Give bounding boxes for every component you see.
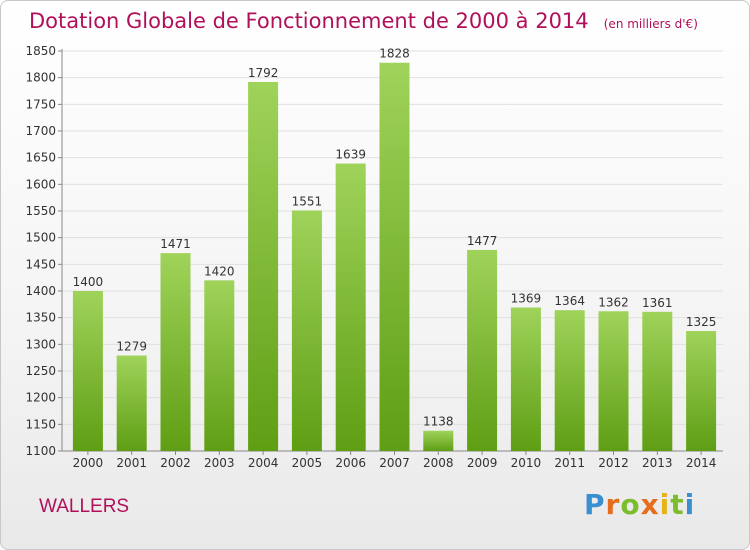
bars (72, 62, 717, 452)
data-label-2003: 1420 (204, 264, 235, 278)
y-tick-label: 1300 (25, 337, 56, 351)
bar-2001 (116, 355, 147, 451)
bar-2008 (423, 430, 454, 451)
y-tick-label: 1750 (25, 97, 56, 111)
y-tick-label: 1350 (25, 311, 56, 325)
bar-2005 (291, 210, 322, 451)
x-tick-label-2001: 2001 (116, 456, 147, 470)
bar-2014 (686, 331, 717, 451)
x-tick-label-2003: 2003 (204, 456, 235, 470)
chart-unit: (en milliers d'€) (603, 17, 698, 31)
x-tick-label-2009: 2009 (467, 456, 498, 470)
x-tick-label-2008: 2008 (423, 456, 454, 470)
y-tick-label: 1700 (25, 124, 56, 138)
x-tick-label-2010: 2010 (511, 456, 542, 470)
data-label-2007: 1828 (379, 47, 410, 61)
bar-2010 (510, 307, 541, 451)
data-label-2009: 1477 (467, 234, 498, 248)
data-label-2005: 1551 (292, 194, 323, 208)
chart-title: Dotation Globale de Fonctionnement de 20… (29, 9, 589, 33)
data-label-2008: 1138 (423, 415, 454, 429)
y-tick-label: 1800 (25, 71, 56, 85)
x-tick-label-2006: 2006 (335, 456, 366, 470)
bar-2004 (248, 81, 279, 451)
y-tick-label: 1850 (25, 44, 56, 58)
x-tick-label-2005: 2005 (292, 456, 323, 470)
data-label-2013: 1361 (642, 296, 673, 310)
city-name: WALLERS (39, 496, 130, 517)
chart-title-block: Dotation Globale de Fonctionnement de 20… (29, 9, 698, 33)
data-label-2000: 1400 (73, 275, 104, 289)
x-tick-label-2011: 2011 (554, 456, 585, 470)
bar-2011 (554, 310, 585, 451)
data-label-2001: 1279 (116, 340, 147, 354)
data-label-2006: 1639 (335, 148, 366, 162)
y-tick-label: 1650 (25, 151, 56, 165)
y-tick-label: 1150 (25, 417, 56, 431)
data-label-2004: 1792 (248, 66, 279, 80)
y-tick-label: 1450 (25, 257, 56, 271)
y-tick-label: 1500 (25, 231, 56, 245)
bar-2013 (642, 311, 673, 451)
data-label-2012: 1362 (598, 295, 629, 309)
labels: 1100 1150 1200 1250 1300 1350 1400 1450 1500 1550… (25, 44, 716, 470)
x-tick-label-2013: 2013 (642, 456, 673, 470)
y-tick-label: 1550 (25, 204, 56, 218)
x-tick-label-2014: 2014 (686, 456, 717, 470)
proxiti-logo: Proxiti (584, 488, 696, 521)
bar-2012 (598, 311, 629, 451)
data-label-2002: 1471 (160, 237, 191, 251)
bar-2000 (72, 291, 103, 451)
x-tick-label-2004: 2004 (248, 456, 279, 470)
x-tick-label-2002: 2002 (160, 456, 191, 470)
x-tick-label-2000: 2000 (73, 456, 104, 470)
y-tick-label: 1250 (25, 364, 56, 378)
y-tick-label: 1100 (25, 444, 56, 458)
data-label-2011: 1364 (554, 294, 585, 308)
bar-2002 (160, 253, 191, 451)
y-tick-label: 1400 (25, 284, 56, 298)
y-tick-label: 1600 (25, 177, 56, 191)
bar-2003 (204, 280, 235, 451)
bar-2006 (335, 163, 366, 452)
bar-2007 (379, 62, 410, 451)
bar-2009 (467, 249, 498, 451)
x-tick-label-2007: 2007 (379, 456, 410, 470)
data-label-2010: 1369 (511, 292, 542, 306)
data-label-2014: 1325 (686, 315, 717, 329)
x-tick-label-2012: 2012 (598, 456, 629, 470)
y-tick-label: 1200 (25, 391, 56, 405)
